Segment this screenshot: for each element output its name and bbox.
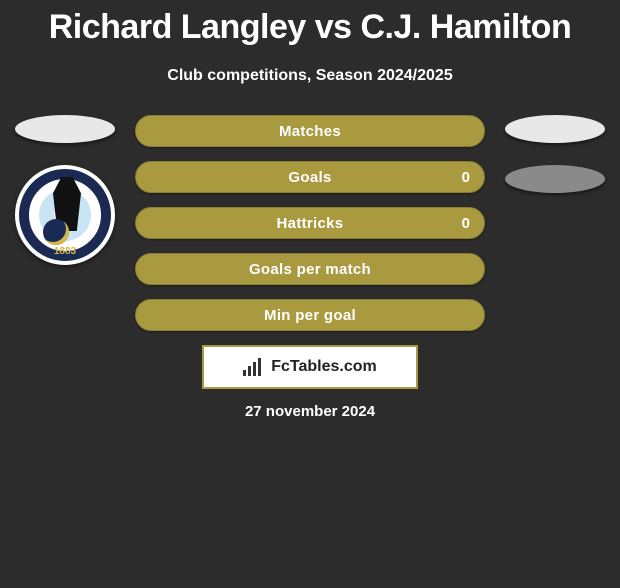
bar-goals: Goals 0 (135, 161, 485, 193)
right-player-column (500, 115, 610, 215)
brand-box[interactable]: FcTables.com (202, 345, 418, 389)
bar-label: Hattricks (277, 215, 344, 232)
bar-label: Goals (288, 169, 331, 186)
comparison-content: 1883 Matches Goals 0 Hattricks 0 Goals p… (0, 115, 620, 420)
bar-right-value: 0 (462, 169, 470, 186)
bar-label: Matches (279, 123, 341, 140)
generated-date: 27 november 2024 (0, 403, 620, 420)
left-player-column: 1883 (10, 115, 120, 265)
bar-hattricks: Hattricks 0 (135, 207, 485, 239)
right-club-placeholder-1 (505, 115, 605, 143)
badge-ball-icon (43, 219, 69, 245)
stat-bars: Matches Goals 0 Hattricks 0 Goals per ma… (135, 115, 485, 331)
bar-label: Min per goal (264, 307, 356, 324)
badge-year: 1883 (15, 246, 115, 257)
left-club-placeholder-1 (15, 115, 115, 143)
bar-min-per-goal: Min per goal (135, 299, 485, 331)
bar-label: Goals per match (249, 261, 371, 278)
left-club-badge: 1883 (15, 165, 115, 265)
right-club-placeholder-2 (505, 165, 605, 193)
bar-right-value: 0 (462, 215, 470, 232)
bars-icon (243, 358, 265, 376)
bar-matches: Matches (135, 115, 485, 147)
brand-text: FcTables.com (271, 358, 377, 376)
subtitle: Club competitions, Season 2024/2025 (0, 67, 620, 85)
page-title: Richard Langley vs C.J. Hamilton (0, 8, 620, 47)
bar-goals-per-match: Goals per match (135, 253, 485, 285)
